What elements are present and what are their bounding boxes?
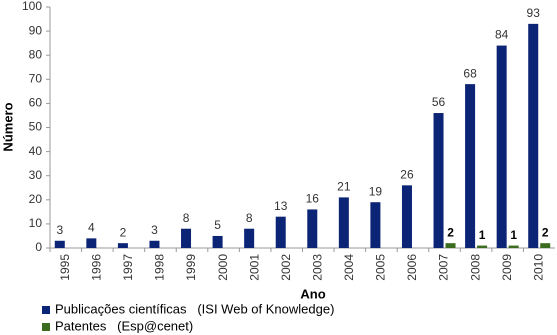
x-tick-label: 2006 xyxy=(405,254,419,281)
bar xyxy=(528,23,539,249)
y-tick-label: 70 xyxy=(29,71,43,85)
x-axis-label: Ano xyxy=(300,286,325,301)
bar xyxy=(496,45,507,249)
x-tick-label: 2001 xyxy=(247,254,261,281)
data-label: 21 xyxy=(337,180,351,194)
bar xyxy=(508,245,519,248)
bar xyxy=(86,238,97,248)
y-axis-label: Número xyxy=(0,102,15,151)
x-tick-label: 2004 xyxy=(342,254,356,281)
data-label: 8 xyxy=(246,211,253,225)
y-tick-label: 90 xyxy=(29,23,43,37)
y-tick-label: 10 xyxy=(29,216,43,230)
legend-label: Publicações científicas (ISI Web of Know… xyxy=(55,301,334,316)
y-tick-label: 20 xyxy=(29,192,43,206)
data-label: 26 xyxy=(400,168,414,182)
data-label: 4 xyxy=(88,221,95,235)
x-tick-label: 1997 xyxy=(121,254,135,281)
x-tick-label: 1996 xyxy=(90,254,104,281)
y-tick-label: 40 xyxy=(29,144,43,158)
data-label: 2 xyxy=(447,225,454,239)
legend-swatch xyxy=(42,323,50,331)
bar xyxy=(445,243,456,248)
x-tick-label: 2003 xyxy=(310,254,324,281)
bar xyxy=(401,185,412,248)
data-label: 68 xyxy=(463,66,477,80)
bar xyxy=(244,228,255,248)
data-label: 1 xyxy=(479,228,486,242)
x-tick-label: 1995 xyxy=(58,254,72,281)
data-label: 1 xyxy=(510,228,517,242)
bar xyxy=(275,216,286,248)
bar xyxy=(370,202,381,248)
y-tick-label: 50 xyxy=(29,120,43,134)
data-label: 19 xyxy=(369,184,383,198)
bar xyxy=(540,243,551,248)
x-tick-label: 2002 xyxy=(279,254,293,281)
data-label: 56 xyxy=(432,95,446,109)
data-label: 16 xyxy=(306,192,320,206)
y-tick-label: 100 xyxy=(22,0,42,13)
data-label: 3 xyxy=(151,223,158,237)
data-label: 2 xyxy=(542,225,549,239)
legend-label: Patentes (Esp@cenet) xyxy=(55,318,193,333)
x-tick-label: 1998 xyxy=(153,254,167,281)
legend-swatch xyxy=(42,306,50,314)
y-tick-label: 30 xyxy=(29,168,43,182)
bar xyxy=(338,197,349,248)
x-tick-label: 2000 xyxy=(216,254,230,281)
bar xyxy=(307,209,318,248)
data-label: 93 xyxy=(527,6,541,20)
data-label: 8 xyxy=(183,211,190,225)
x-tick-label: 1999 xyxy=(184,254,198,281)
x-tick-label: 2007 xyxy=(437,254,451,281)
bar xyxy=(117,243,128,248)
bar xyxy=(181,228,192,248)
bar xyxy=(477,245,488,248)
bar xyxy=(54,240,65,248)
bar xyxy=(433,113,444,248)
bar xyxy=(212,235,223,248)
x-tick-label: 2010 xyxy=(531,254,545,281)
x-tick-label: 2005 xyxy=(374,254,388,281)
data-label: 3 xyxy=(56,223,63,237)
data-label: 5 xyxy=(214,218,221,232)
bar xyxy=(149,240,160,248)
bar xyxy=(465,84,476,249)
data-label: 84 xyxy=(495,28,509,42)
y-tick-label: 80 xyxy=(29,47,43,61)
data-label: 2 xyxy=(120,225,127,239)
y-tick-label: 0 xyxy=(35,240,42,254)
x-tick-label: 2009 xyxy=(500,254,514,281)
y-tick-label: 60 xyxy=(29,96,43,110)
data-label: 13 xyxy=(274,199,288,213)
x-tick-label: 2008 xyxy=(468,254,482,281)
